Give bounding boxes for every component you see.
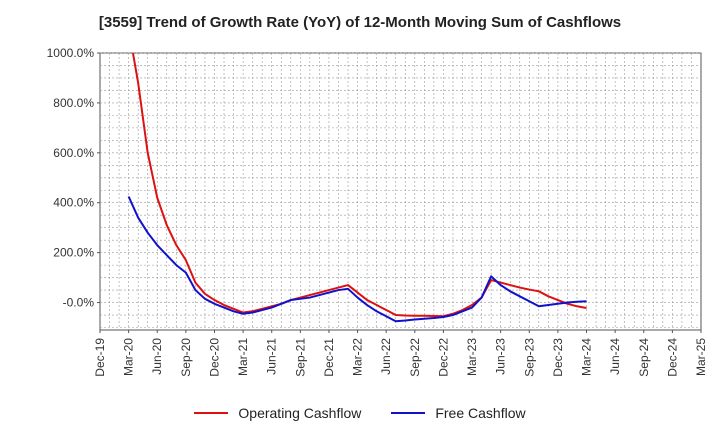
- x-tick-label: Mar-23: [465, 338, 479, 376]
- x-tick-label: Dec-21: [322, 338, 336, 377]
- x-tick-label: Jun-22: [379, 338, 393, 375]
- y-tick-label: 400.0%: [53, 196, 94, 210]
- legend-swatch-operating: [194, 412, 229, 414]
- x-tick-label: Dec-19: [93, 338, 107, 377]
- y-axis-ticks: -0.0% 200.0% 400.0% 600.0% 800.0% 1000.0%: [47, 46, 100, 310]
- x-tick-label: Sep-22: [408, 338, 422, 377]
- x-tick-label: Jun-20: [150, 338, 164, 375]
- x-tick-label: Dec-24: [665, 338, 679, 377]
- x-tick-label: Dec-20: [207, 338, 221, 377]
- y-tick-label: 200.0%: [53, 246, 94, 260]
- x-tick-label: Sep-21: [293, 338, 307, 377]
- y-tick-label: 800.0%: [53, 96, 94, 110]
- plot-area: [99, 52, 702, 331]
- x-tick-label: Sep-23: [522, 338, 536, 377]
- grid-lines: [100, 52, 701, 330]
- legend-label-operating: Operating Cashflow: [238, 405, 362, 421]
- legend-item-free: Free Cashflow: [391, 405, 526, 421]
- x-tick-label: Mar-20: [122, 338, 136, 376]
- x-tick-label: Mar-25: [694, 338, 708, 376]
- legend-item-operating: Operating Cashflow: [194, 405, 361, 421]
- chart-title: [3559] Trend of Growth Rate (YoY) of 12-…: [98, 14, 622, 31]
- x-tick-label: Sep-20: [179, 338, 193, 377]
- x-tick-label: Mar-22: [351, 338, 365, 376]
- x-tick-label: Sep-24: [637, 338, 651, 377]
- x-tick-label: Mar-24: [580, 338, 594, 376]
- series-line-free-cashflow: [127, 196, 587, 323]
- legend: Operating Cashflow Free Cashflow: [0, 405, 720, 421]
- y-tick-label: -0.0%: [63, 296, 95, 310]
- x-tick-label: Mar-21: [236, 338, 250, 376]
- x-tick-label: Jun-21: [265, 338, 279, 375]
- line-chart: -0.0% 200.0% 400.0% 600.0% 800.0% 1000.0% Dec…: [47, 46, 708, 377]
- x-axis-ticks: Dec-19 Mar-20 Jun-20 Sep-20 Dec-20 Mar-21 Jun-…: [93, 330, 708, 377]
- x-tick-label: Dec-23: [551, 338, 565, 377]
- x-tick-label: Dec-22: [436, 338, 450, 377]
- series-line-operating-cashflow: [131, 53, 587, 318]
- legend-swatch-free: [391, 412, 426, 414]
- legend-label-free: Free Cashflow: [435, 405, 526, 421]
- y-tick-label: 600.0%: [53, 146, 94, 160]
- series-lines: [127, 53, 587, 323]
- y-tick-label: 1000.0%: [47, 46, 95, 60]
- x-tick-label: Jun-24: [608, 338, 622, 375]
- x-tick-label: Jun-23: [494, 338, 508, 375]
